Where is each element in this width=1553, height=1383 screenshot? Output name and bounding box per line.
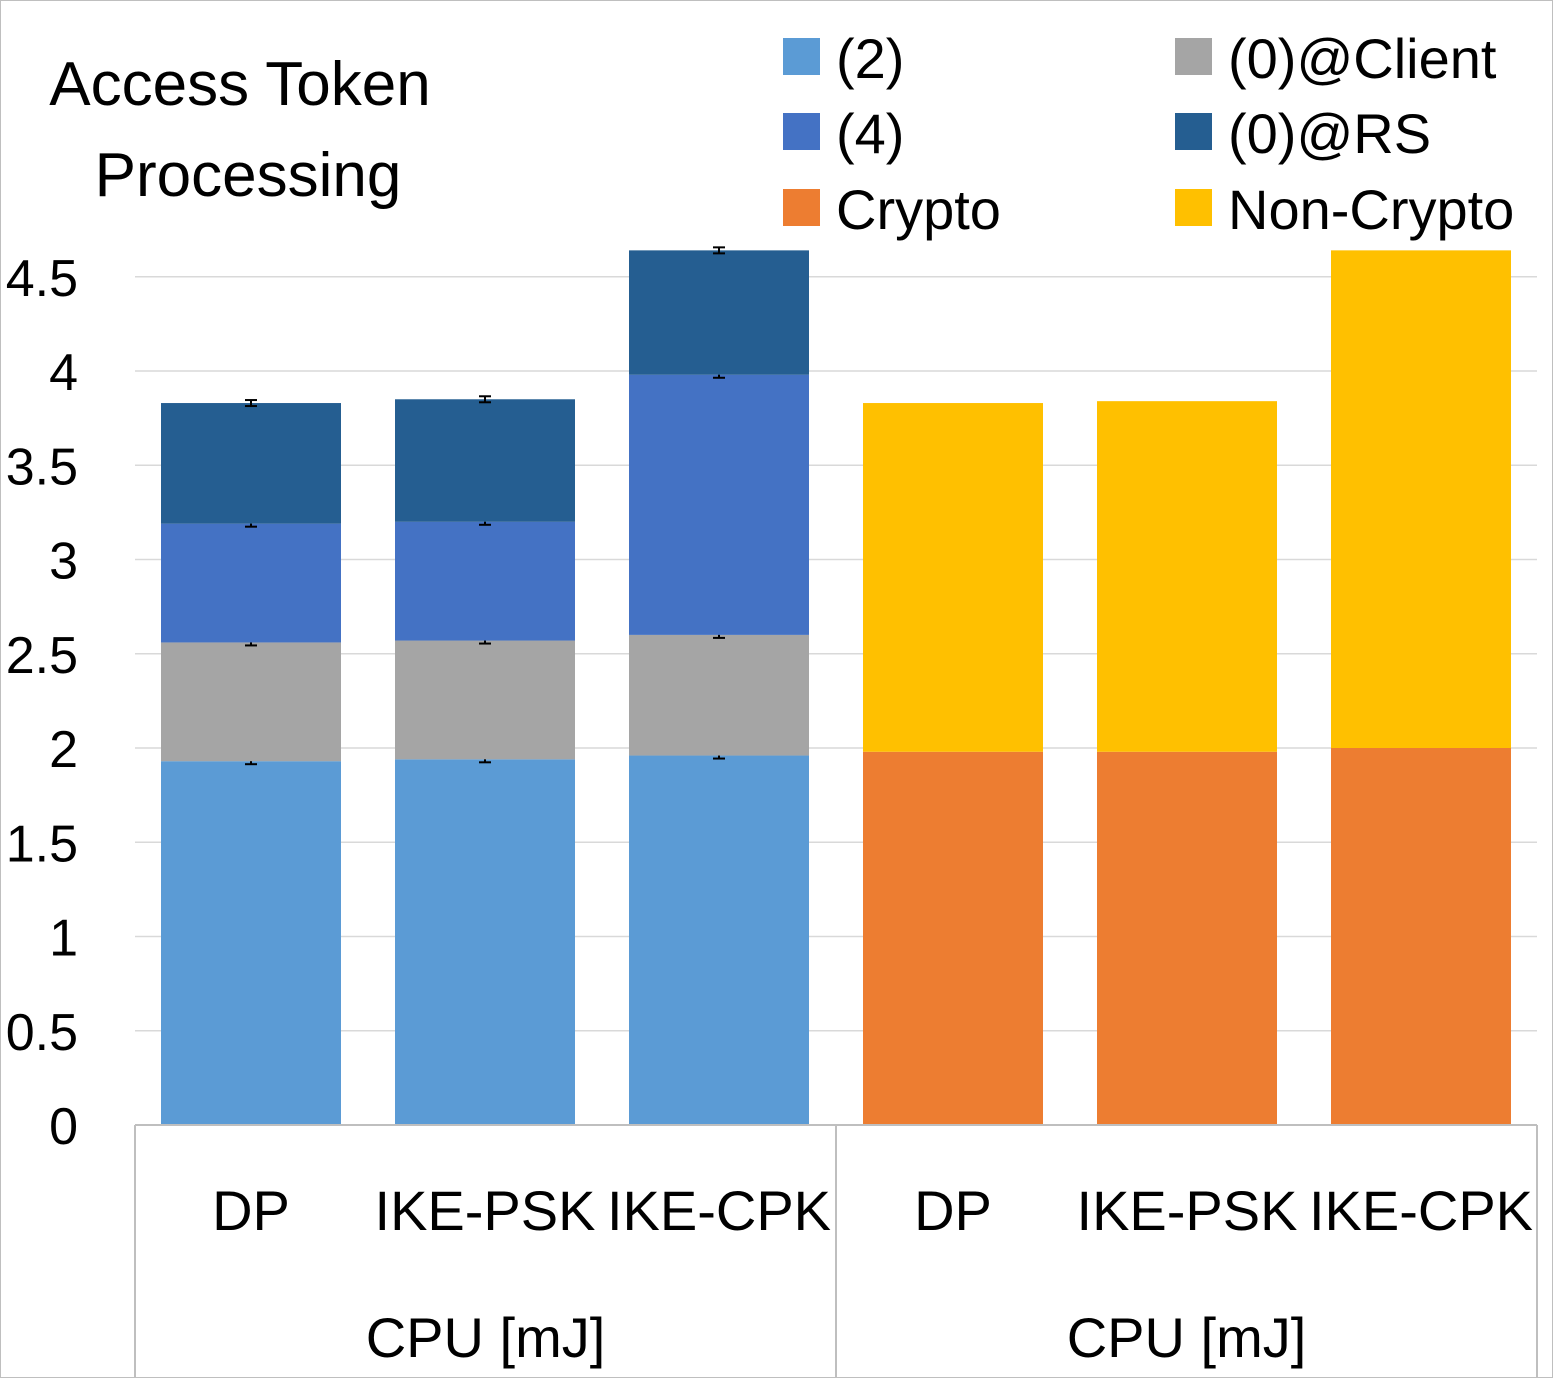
axes: 00.511.522.533.544.5DP IKE-PSK IKE-CPK DP IK… — [6, 250, 1538, 1378]
y-tick-label: 1 — [49, 910, 78, 968]
x-category-label: IKE-CPK — [607, 1179, 831, 1242]
bar-segment — [395, 521, 575, 641]
chart-title: Access Token Processing — [49, 50, 430, 210]
bar-segment — [161, 761, 341, 1125]
legend-label: Non-Crypto — [1228, 178, 1514, 241]
legend-label: (0)@RS — [1228, 102, 1431, 165]
x-category-label: IKE-PSK — [375, 1179, 596, 1242]
legend-swatch — [1175, 113, 1212, 150]
gridlines — [135, 276, 1537, 1032]
x-category-label: DP — [212, 1179, 290, 1242]
y-tick-label: 0.5 — [6, 1004, 78, 1062]
bar-segment — [1331, 250, 1511, 749]
bar-segment — [395, 759, 575, 1125]
legend-swatch — [1175, 189, 1212, 226]
legend-swatch — [1175, 38, 1212, 75]
legend: (2) (0)@Client (4) (0)@RS Crypto Non-Cry… — [783, 27, 1514, 241]
legend-label: (4) — [836, 102, 904, 165]
y-tick-label: 2.5 — [6, 627, 78, 685]
bar-segment — [161, 403, 341, 524]
y-tick-label: 2 — [49, 721, 78, 779]
error-bar — [479, 395, 491, 404]
bar-segment — [629, 250, 809, 375]
bar-segment — [629, 755, 809, 1125]
y-tick-label: 1.5 — [6, 815, 78, 873]
y-tick-label: 3 — [49, 533, 78, 591]
legend-swatch — [783, 189, 820, 226]
bar-segment — [395, 640, 575, 760]
y-tick-label: 4.5 — [6, 250, 78, 308]
bar-segment — [1097, 401, 1277, 752]
bar-segment — [1097, 751, 1277, 1125]
bar-segment — [863, 403, 1043, 752]
legend-label: (2) — [836, 27, 904, 90]
x-category-label: IKE-PSK — [1077, 1179, 1298, 1242]
y-tick-label: 0 — [49, 1098, 78, 1156]
error-bar — [245, 399, 257, 408]
bar-segment — [629, 374, 809, 635]
x-category-label: DP — [914, 1179, 992, 1242]
x-category-label: IKE-CPK — [1309, 1179, 1533, 1242]
error-bar — [713, 246, 725, 255]
legend-label: (0)@Client — [1228, 27, 1497, 90]
x-group-label: CPU [mJ] — [366, 1306, 606, 1369]
legend-label: Crypto — [836, 178, 1001, 241]
legend-swatch — [783, 113, 820, 150]
y-tick-label: 4 — [49, 344, 78, 402]
x-group-label: CPU [mJ] — [1067, 1306, 1307, 1369]
bar-segment — [395, 399, 575, 522]
legend-swatch — [783, 38, 820, 75]
bar-segment — [863, 751, 1043, 1125]
chart-title-line-1: Access Token — [49, 50, 430, 119]
bar-segment — [161, 523, 341, 643]
bar-segment — [629, 634, 809, 756]
y-tick-label: 3.5 — [6, 438, 78, 496]
bars — [161, 246, 1511, 1125]
bar-segment — [161, 642, 341, 762]
bar-segment — [1331, 748, 1511, 1125]
chart-title-line-2: Processing — [95, 141, 402, 210]
